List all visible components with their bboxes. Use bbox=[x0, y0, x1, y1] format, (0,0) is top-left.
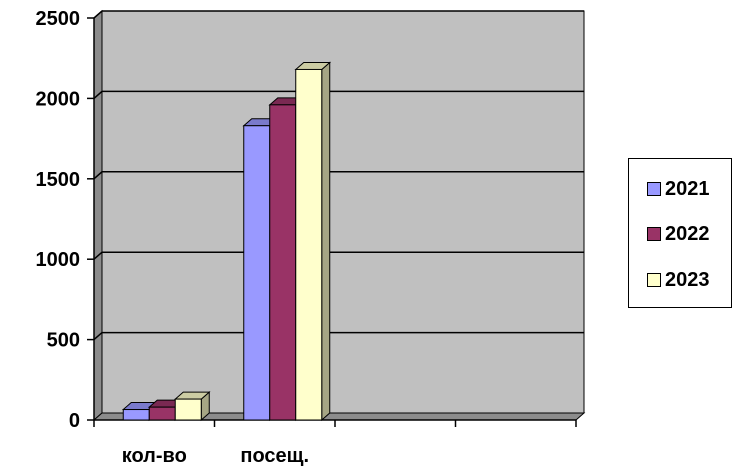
gridline bbox=[93, 10, 584, 19]
legend-label-2021: 2021 bbox=[665, 177, 710, 200]
gridline bbox=[93, 171, 584, 180]
bar-side bbox=[321, 61, 331, 422]
legend: 2021 2022 2023 bbox=[628, 158, 732, 308]
bar bbox=[243, 125, 271, 421]
y-tick-label: 1000 bbox=[36, 249, 81, 271]
gridline bbox=[93, 331, 584, 341]
legend-swatch-2022 bbox=[647, 227, 661, 241]
y-tick-label: 0 bbox=[69, 410, 80, 432]
y-tick-label: 1500 bbox=[36, 169, 81, 191]
legend-item-2023: 2023 bbox=[647, 268, 710, 292]
plot-side-wall bbox=[93, 9, 103, 422]
bar bbox=[174, 398, 202, 421]
legend-item-2021: 2021 bbox=[647, 177, 710, 201]
legend-item-2022: 2022 bbox=[647, 222, 710, 246]
bar bbox=[122, 409, 150, 421]
bar bbox=[295, 68, 323, 421]
y-tick-label: 2500 bbox=[36, 8, 81, 30]
y-tick-label: 500 bbox=[47, 330, 80, 352]
bar bbox=[148, 406, 176, 421]
plot-back-wall bbox=[101, 10, 585, 414]
gridline bbox=[93, 251, 584, 260]
x-tick-label: посещ. bbox=[240, 445, 309, 467]
legend-swatch-2023 bbox=[647, 273, 661, 287]
y-tick-label: 2000 bbox=[36, 88, 81, 110]
legend-label-2022: 2022 bbox=[665, 222, 710, 245]
bar bbox=[269, 104, 297, 421]
gridline bbox=[93, 90, 584, 99]
x-tick-label: кол-во bbox=[122, 445, 187, 467]
legend-swatch-2021 bbox=[647, 182, 661, 196]
legend-label-2023: 2023 bbox=[665, 268, 710, 291]
